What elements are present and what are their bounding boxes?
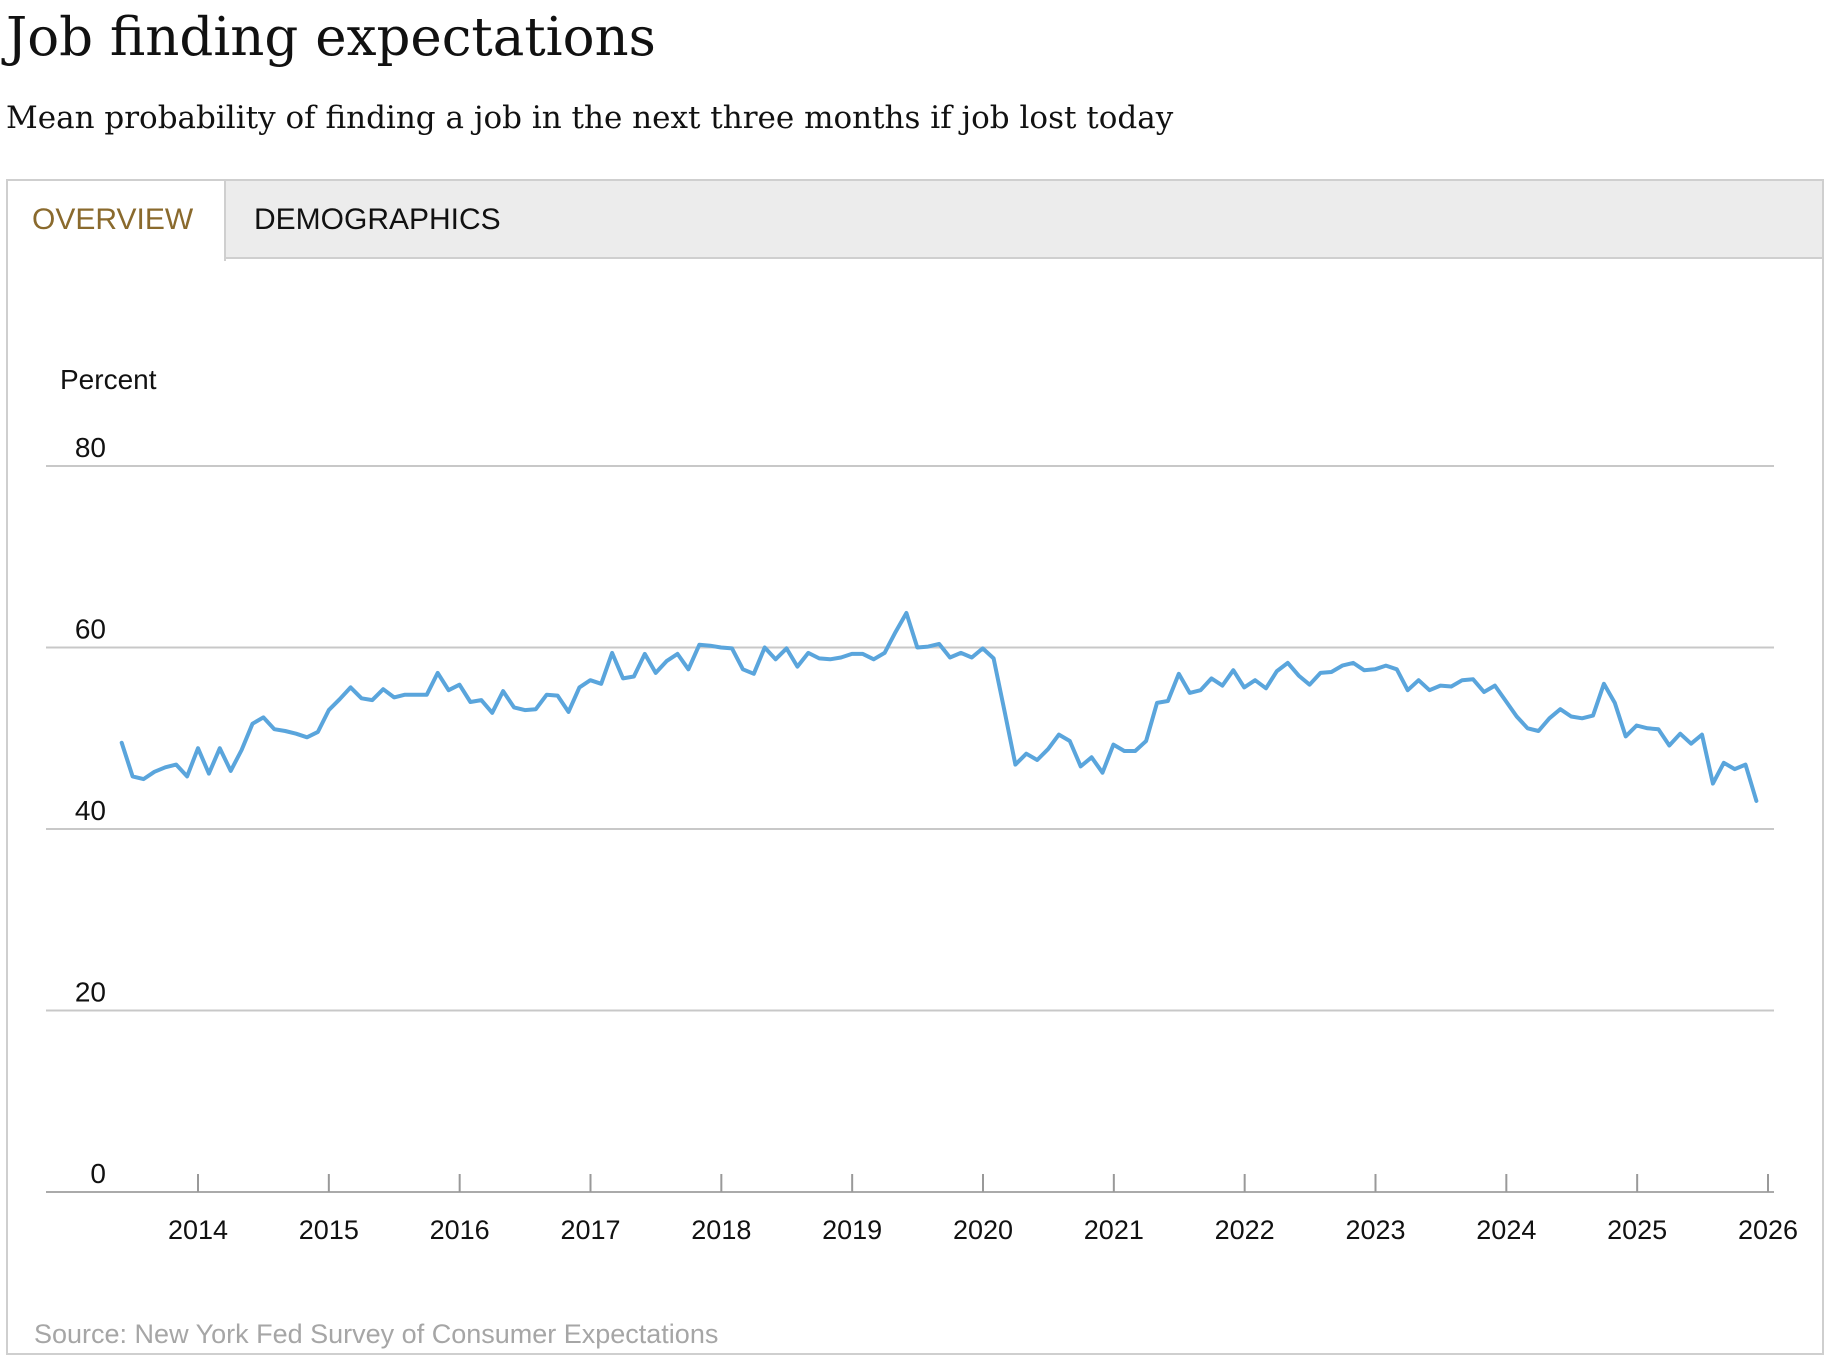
x-tick-label: 2020 (953, 1215, 1013, 1245)
series (119, 611, 1759, 803)
x-tick-label: 2019 (822, 1215, 882, 1245)
x-tick-label: 2015 (299, 1215, 359, 1245)
chart-title: Job finding expectations (6, 7, 656, 68)
tab-overview[interactable]: OVERVIEW (8, 181, 226, 261)
x-tick-label: 2024 (1476, 1215, 1536, 1245)
y-tick-label: 0 (90, 1158, 106, 1189)
x-tick-label: 2014 (168, 1215, 228, 1245)
source-note: Source: New York Fed Survey of Consumer … (34, 1319, 719, 1349)
chart-subtitle: Mean probability of finding a job in the… (6, 100, 1174, 136)
x-tick-label: 2017 (560, 1215, 620, 1245)
x-axis: 2014 2015 2016 2017 2018 2019 2020 2021 2022 2023… (168, 1174, 1798, 1245)
y-tick-label: 60 (75, 614, 106, 645)
x-tick-label: 2016 (430, 1215, 490, 1245)
x-tick-label: 2026 (1738, 1215, 1798, 1245)
x-tick-label: 2022 (1215, 1215, 1275, 1245)
y-tick-labels: 0 20 40 60 80 (75, 432, 106, 1189)
gridlines (46, 465, 1774, 1193)
series-line-0 (119, 611, 1759, 803)
x-tick-label: 2025 (1607, 1215, 1667, 1245)
x-tick-label: 2023 (1345, 1215, 1405, 1245)
chart-panel: OVERVIEW DEMOGRAPHICS 0 20 40 60 80 2014 2015… (6, 179, 1824, 1355)
x-tick-label: 2018 (691, 1215, 751, 1245)
y-axis-label: Percent (60, 364, 157, 395)
y-tick-label: 80 (75, 432, 106, 463)
y-tick-label: 20 (75, 977, 106, 1008)
y-tick-label: 40 (75, 795, 106, 826)
tab-bar: OVERVIEW DEMOGRAPHICS (8, 181, 1822, 261)
x-tick-label: 2021 (1084, 1215, 1144, 1245)
tab-demographics[interactable]: DEMOGRAPHICS (254, 203, 501, 236)
